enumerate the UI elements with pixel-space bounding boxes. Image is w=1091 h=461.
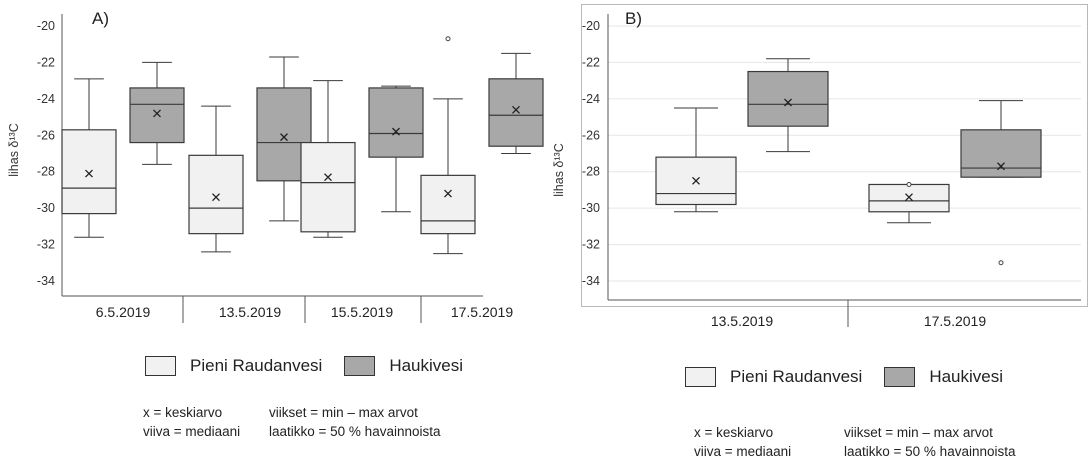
- y-tick-label: -32: [37, 238, 55, 252]
- y-tick-label: -26: [37, 128, 55, 142]
- box-pieni-raudanvesi-6.5.2019: [61, 78, 117, 238]
- legend-swatch-haukivesi: [884, 367, 916, 387]
- outlier-point: [998, 260, 1004, 266]
- y-tick-label: -34: [582, 274, 600, 288]
- mean-marker: [153, 109, 161, 118]
- box-body: [129, 87, 185, 144]
- box-pieni-raudanvesi-17.5.2019: [868, 181, 950, 224]
- legend-swatch-pieni-raudanvesi: [145, 356, 176, 376]
- box-haukivesi-17.5.2019: [960, 100, 1042, 266]
- mean-marker: [692, 176, 700, 185]
- y-tick-label: -30: [582, 201, 600, 215]
- mean-marker: [512, 105, 520, 114]
- y-tick-label: -26: [582, 128, 600, 142]
- y-tick-label: -20: [37, 19, 55, 33]
- box-body: [747, 70, 829, 127]
- y-tick-label: -28: [37, 165, 55, 179]
- mean-marker: [444, 189, 452, 198]
- notes-a: x = keskiarvo viikset = min – max arvot …: [143, 403, 441, 441]
- box-haukivesi-6.5.2019: [129, 61, 185, 165]
- legend-label-haukivesi: Haukivesi: [389, 356, 464, 375]
- outlier-point: [906, 181, 912, 187]
- box-body: [420, 174, 476, 235]
- mean-marker: [212, 193, 220, 202]
- mean-marker: [905, 193, 913, 202]
- legend-label-haukivesi: Haukivesi: [929, 367, 1004, 386]
- note-median: viiva = mediaani: [143, 424, 241, 439]
- note-whiskers: viikset = min – max arvot: [844, 425, 993, 440]
- y-tick-label: -34: [37, 274, 55, 288]
- y-tick-label: -30: [37, 201, 55, 215]
- note-whiskers: viikset = min – max arvot: [269, 405, 418, 420]
- box-haukivesi-15.5.2019: [368, 85, 424, 213]
- box-pieni-raudanvesi-13.5.2019: [188, 105, 244, 253]
- box-haukivesi-13.5.2019: [747, 58, 829, 153]
- box-pieni-raudanvesi-17.5.2019: [420, 36, 476, 255]
- panel-label: B): [625, 9, 642, 28]
- notes-b: x = keskiarvo viikset = min – max arvot …: [694, 423, 1016, 461]
- box-haukivesi-17.5.2019: [488, 52, 544, 154]
- outlier-point: [445, 36, 451, 42]
- x-tick-label: 13.5.2019: [219, 304, 281, 320]
- mean-marker: [392, 127, 400, 136]
- legend-label-pieni-raudanvesi: Pieni Raudanvesi: [730, 367, 863, 386]
- y-tick-label: -32: [582, 238, 600, 252]
- note-box: laatikko = 50 % havainnoista: [844, 444, 1016, 459]
- mean-marker: [280, 133, 288, 142]
- x-tick-label: 17.5.2019: [924, 313, 986, 329]
- box-body: [368, 87, 424, 158]
- y-tick-label: -24: [582, 92, 600, 106]
- x-tick-label: 17.5.2019: [451, 304, 513, 320]
- box-body: [61, 129, 117, 215]
- note-mean: x = keskiarvo: [143, 405, 223, 420]
- panel-label: A): [92, 9, 109, 28]
- box-body: [188, 154, 244, 235]
- legend-a: Pieni Raudanvesi Haukivesi: [145, 356, 485, 376]
- y-axis-title: lihas δ¹³C: [552, 143, 566, 197]
- y-tick-label: -24: [37, 92, 55, 106]
- box-body: [488, 78, 544, 147]
- x-tick-label: 13.5.2019: [711, 313, 773, 329]
- y-tick-label: -22: [37, 55, 55, 69]
- box-body: [300, 141, 356, 233]
- legend-b: Pieni Raudanvesi Haukivesi: [685, 367, 1025, 387]
- mean-marker: [784, 98, 792, 107]
- box-pieni-raudanvesi-13.5.2019: [655, 107, 737, 213]
- x-tick-label: 6.5.2019: [96, 304, 151, 320]
- mean-marker: [324, 173, 332, 182]
- note-mean: x = keskiarvo: [694, 425, 774, 440]
- legend-swatch-pieni-raudanvesi: [685, 367, 716, 387]
- y-tick-label: -22: [582, 55, 600, 69]
- y-tick-label: -20: [582, 19, 600, 33]
- note-median: viiva = mediaani: [694, 444, 792, 459]
- mean-marker: [997, 162, 1005, 171]
- x-tick-label: 15.5.2019: [331, 304, 393, 320]
- y-axis-title: lihas δ¹³C: [7, 123, 21, 177]
- mean-marker: [85, 169, 93, 178]
- legend-swatch-haukivesi: [344, 356, 376, 376]
- legend-label-pieni-raudanvesi: Pieni Raudanvesi: [190, 356, 323, 375]
- panel-b-frame: [581, 4, 1088, 307]
- box-body: [960, 129, 1042, 178]
- box-pieni-raudanvesi-15.5.2019: [300, 80, 356, 238]
- y-tick-label: -28: [582, 165, 600, 179]
- note-box: laatikko = 50 % havainnoista: [269, 424, 441, 439]
